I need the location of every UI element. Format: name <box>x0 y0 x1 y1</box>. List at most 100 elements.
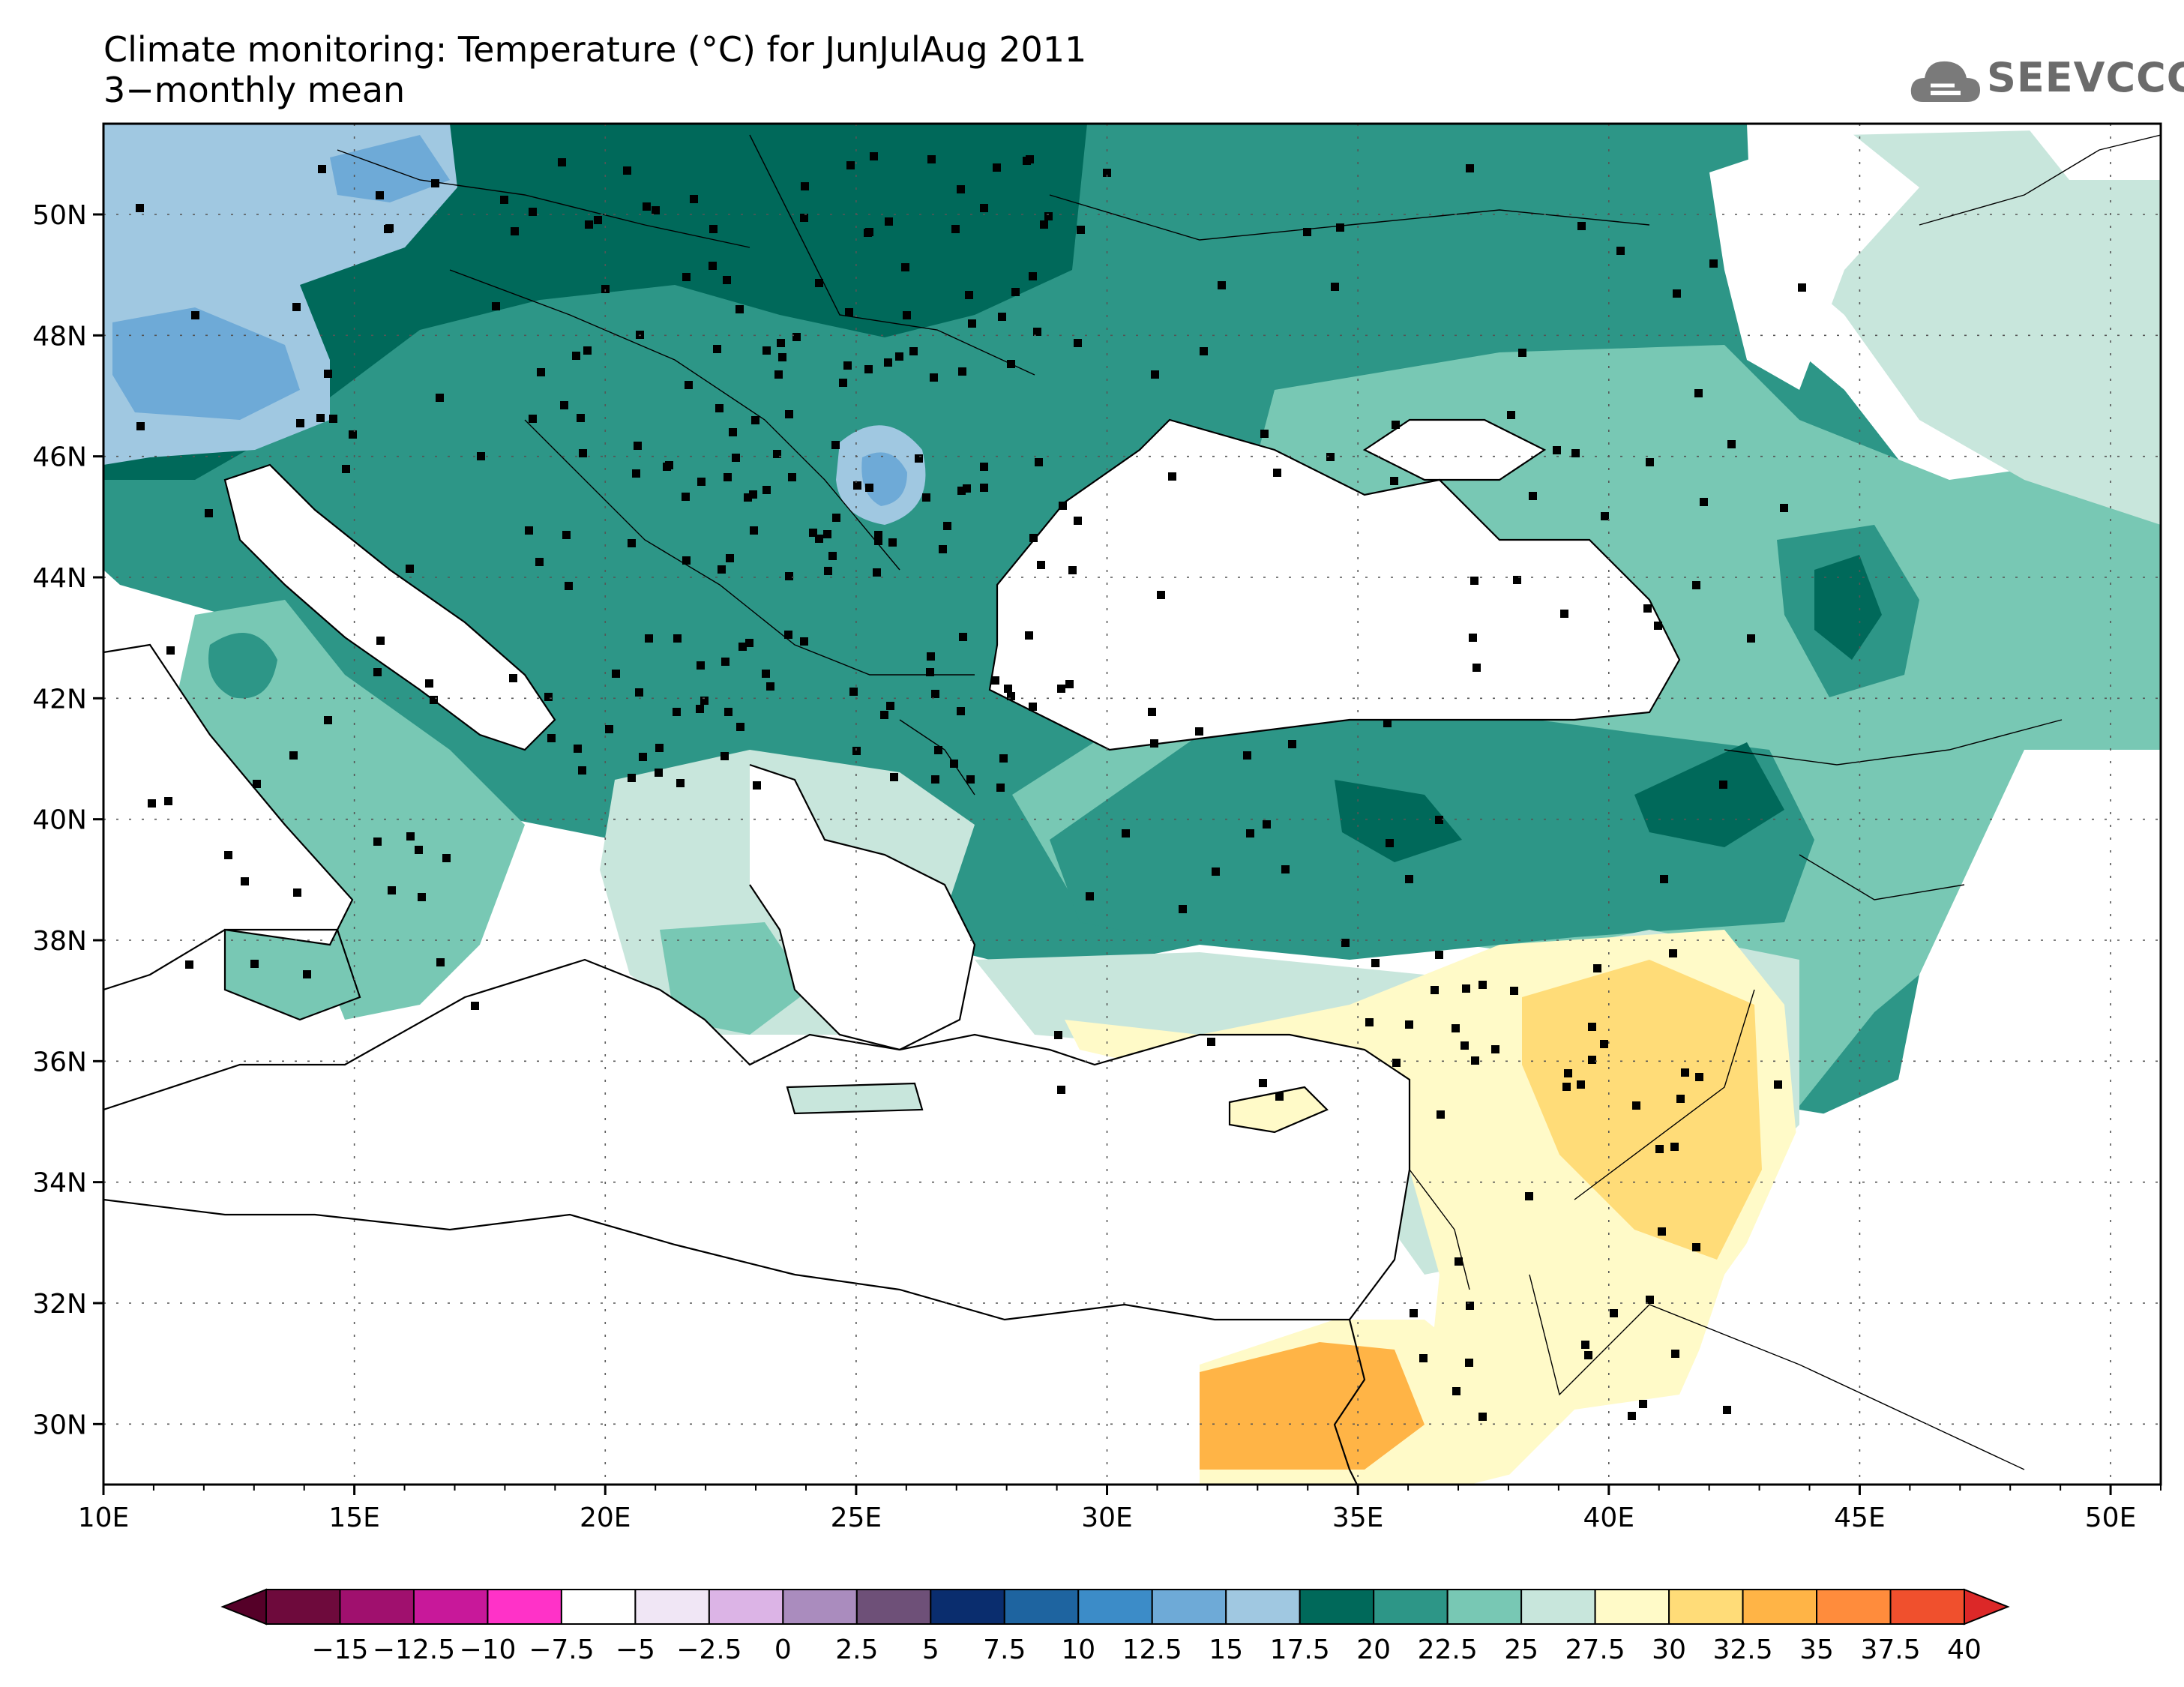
temperature-field <box>103 124 2161 1485</box>
colorbar-swatch <box>930 1589 1005 1625</box>
station-marker <box>824 567 832 575</box>
station-marker <box>655 744 664 752</box>
station-marker <box>1469 634 1477 642</box>
station-marker <box>1571 449 1580 457</box>
colorbar-swatch <box>855 1589 932 1625</box>
station-marker <box>1386 839 1394 847</box>
lat-tick-label: 50N <box>32 200 87 231</box>
station-marker <box>774 370 783 379</box>
station-marker <box>1564 1069 1572 1077</box>
station-marker <box>682 493 690 501</box>
station-marker <box>745 639 753 647</box>
station-marker <box>843 361 852 370</box>
station-marker <box>1491 1045 1499 1053</box>
station-marker <box>751 416 759 424</box>
cyprus-zone <box>1230 1087 1327 1132</box>
colorbar-swatch <box>1520 1589 1596 1625</box>
station-marker <box>1437 1110 1445 1119</box>
station-marker <box>1365 1018 1374 1026</box>
lat-tick-label: 32N <box>32 1289 87 1320</box>
station-marker <box>1390 477 1398 485</box>
station-marker <box>1639 1400 1647 1408</box>
station-marker <box>136 204 144 212</box>
station-marker <box>832 514 840 522</box>
map-title: Climate monitoring: Temperature (°C) for… <box>103 29 1087 70</box>
colorbar-swatch <box>1594 1589 1670 1625</box>
station-marker <box>547 734 556 742</box>
station-marker <box>1392 421 1400 429</box>
station-marker <box>721 752 729 760</box>
station-marker <box>682 556 691 565</box>
station-marker <box>1510 987 1518 995</box>
lon-axis: 10E 15E 20E 25E 30E 35E 40E 45E 50E <box>78 1485 2162 1533</box>
station-marker <box>560 401 568 409</box>
station-marker <box>915 454 923 463</box>
station-marker <box>927 652 935 661</box>
colorbar: −15 −12.5 −10 −7.5 −5 −2.5 0 2.5 5 7.5 10 12.5 15 17.… <box>220 1588 2010 1665</box>
crete-zone <box>787 1083 922 1113</box>
station-marker <box>634 442 642 450</box>
station-marker <box>744 493 752 502</box>
station-marker <box>318 165 326 173</box>
lat-tick-label: 38N <box>32 926 87 957</box>
colorbar-swatch <box>1373 1589 1449 1625</box>
colorbar-swatch <box>1446 1589 1523 1625</box>
station-marker <box>865 484 873 492</box>
station-marker <box>1435 951 1443 959</box>
station-marker <box>529 415 537 423</box>
station-marker <box>966 775 975 784</box>
station-marker <box>1727 440 1736 448</box>
station-marker <box>1577 1080 1585 1089</box>
lat-tick-label: 42N <box>32 684 87 715</box>
station-marker <box>1074 339 1082 347</box>
coastlines <box>103 418 1681 1485</box>
station-marker <box>418 893 426 901</box>
station-marker <box>645 634 653 643</box>
station-marker <box>1077 226 1085 234</box>
zone-15 <box>112 307 300 420</box>
station-marker <box>980 204 988 212</box>
station-marker <box>846 161 855 169</box>
station-marker <box>950 760 958 768</box>
lat-tick-label: 30N <box>32 1410 87 1440</box>
lon-tick-label: 35E <box>1332 1503 1384 1533</box>
station-marker <box>1588 1056 1596 1064</box>
station-marker <box>839 379 847 387</box>
colorbar-label: −2.5 <box>676 1635 741 1665</box>
station-marker <box>1669 949 1677 957</box>
station-marker <box>1037 561 1045 569</box>
station-marker <box>673 634 682 643</box>
zone-anatolia-core <box>1335 780 1462 862</box>
station-marker <box>1658 1227 1666 1236</box>
station-marker <box>762 346 771 355</box>
station-marker <box>895 352 903 361</box>
station-marker <box>1646 1296 1654 1304</box>
station-marker <box>471 1002 479 1010</box>
station-marker <box>324 370 332 378</box>
station-marker <box>1281 865 1290 873</box>
station-marker <box>815 535 823 543</box>
station-marker <box>1004 685 1012 693</box>
station-marker <box>1719 781 1727 789</box>
colorbar-label: −7.5 <box>529 1635 594 1665</box>
station-marker <box>384 225 392 233</box>
station-marker <box>1103 169 1111 177</box>
station-marker <box>957 487 966 495</box>
colorbar-label: 40 <box>1947 1635 1982 1665</box>
station-markers <box>136 152 1806 1421</box>
station-marker <box>874 531 882 539</box>
station-marker <box>788 473 796 481</box>
zone-32-5 <box>1522 960 1762 1260</box>
station-marker <box>1694 389 1703 397</box>
station-marker <box>525 526 533 535</box>
station-marker <box>886 702 894 710</box>
station-marker <box>431 179 439 187</box>
colorbar-label: 15 <box>1209 1635 1243 1665</box>
station-marker <box>1303 228 1311 236</box>
map-frame <box>102 122 2162 1486</box>
station-marker <box>735 305 744 313</box>
station-marker <box>293 888 301 897</box>
colorbar-label: −15 <box>311 1635 368 1665</box>
station-marker <box>373 668 382 676</box>
station-marker <box>963 484 971 493</box>
